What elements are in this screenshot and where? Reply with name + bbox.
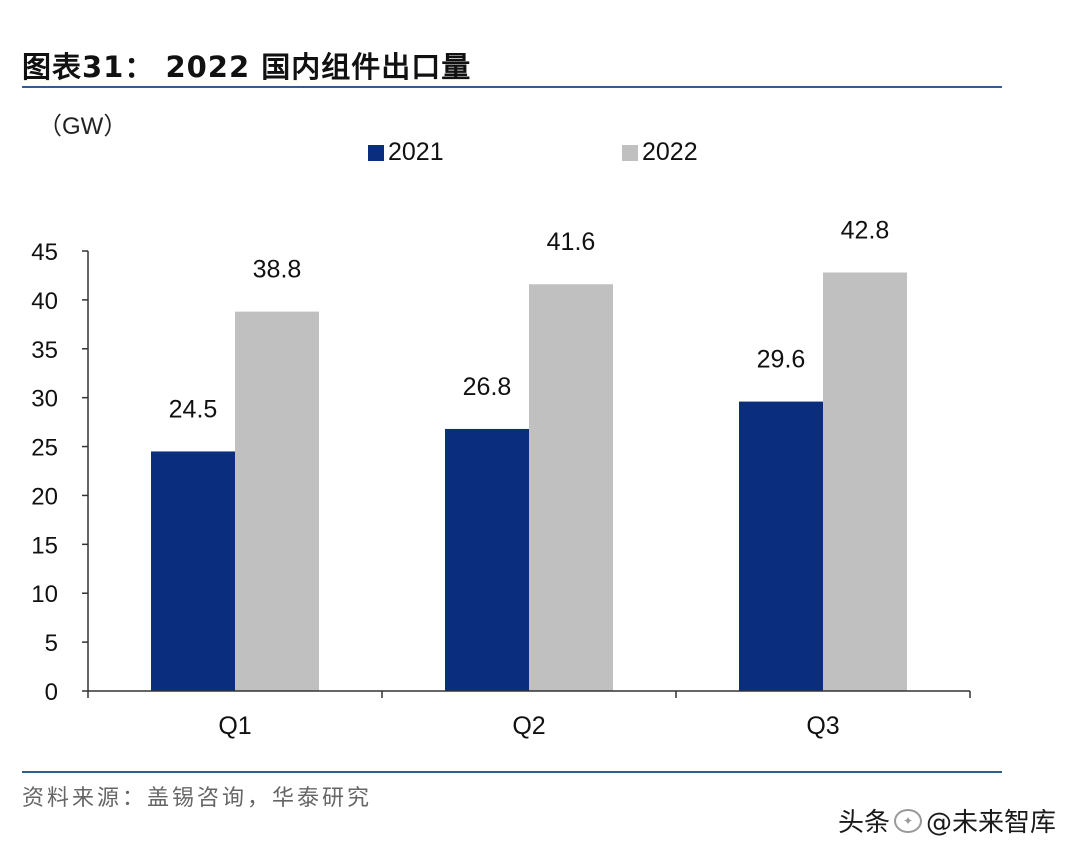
legend-item-2021: 2021 [368,138,444,167]
data-label-2022-Q2: 41.6 [547,228,596,256]
data-label-2022-Q3: 42.8 [841,217,890,245]
x-axis: Q1 Q2 Q3 [87,690,971,740]
x-tick-label: Q3 [806,712,839,740]
legend-item-2022: 2022 [622,138,698,167]
data-label-2022-Q1: 38.8 [253,256,302,284]
bar-2022-Q1 [235,311,319,691]
y-tick-label: 5 [45,630,58,657]
legend-swatch-2021 [368,144,384,161]
chart-title: 图表31： 2022 国内组件出口量 [22,50,472,84]
y-axis-unit: （GW） [38,113,128,140]
y-tick-label: 0 [45,679,58,706]
watermark-logo-icon: ✦ [893,808,922,833]
watermark: 头条 ✦ @未来智库 [838,802,1056,839]
x-tick-label: Q1 [218,712,251,740]
legend-label-2022: 2022 [642,138,698,166]
y-tick-label: 45 [31,239,58,266]
bar-2021-Q2 [445,428,529,691]
y-tick-label: 15 [31,532,58,559]
bar-2021-Q3 [739,401,823,691]
bar-2022-Q3 [823,272,907,691]
bars [151,272,907,691]
bar-2022-Q2 [529,284,613,691]
y-tick-label: 35 [31,337,58,364]
bar-2021-Q1 [151,451,235,691]
y-tick-label: 10 [31,581,58,608]
y-tick-label: 40 [31,288,58,315]
y-tick-label: 30 [31,386,58,413]
watermark-prefix: 头条 [837,808,890,838]
data-label-2021-Q2: 26.8 [463,373,512,401]
y-tick-label: 25 [31,435,58,462]
source-divider [22,771,1002,773]
x-tick-label: Q2 [512,712,545,740]
legend-swatch-2022 [622,144,638,161]
data-label-2021-Q1: 24.5 [169,395,218,423]
watermark-name: @未来智库 [925,808,1056,838]
data-labels: 24.5 38.8 26.8 41.6 29.6 42.8 [169,217,890,424]
data-label-2021-Q3: 29.6 [757,346,806,374]
y-axis: 0 5 10 15 20 25 30 35 40 45 [31,239,89,706]
y-tick-label: 20 [31,483,58,510]
source-note: 资料来源：盖锡咨询，华泰研究 [22,786,373,811]
legend-label-2021: 2021 [388,138,444,166]
title-divider [22,86,1002,88]
